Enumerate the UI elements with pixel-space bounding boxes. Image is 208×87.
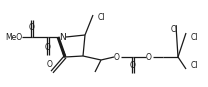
Text: O: O — [130, 61, 136, 70]
Text: O: O — [47, 60, 53, 69]
Text: MeO: MeO — [5, 33, 22, 41]
Polygon shape — [58, 37, 66, 58]
Text: Cl: Cl — [191, 33, 198, 41]
Text: Cl: Cl — [98, 13, 105, 23]
Text: O: O — [146, 52, 152, 62]
Text: O: O — [45, 43, 51, 52]
Text: N: N — [59, 33, 65, 41]
Text: O: O — [114, 52, 120, 62]
Text: Cl: Cl — [191, 60, 198, 70]
Text: O: O — [29, 23, 35, 32]
Text: Cl: Cl — [171, 25, 178, 35]
